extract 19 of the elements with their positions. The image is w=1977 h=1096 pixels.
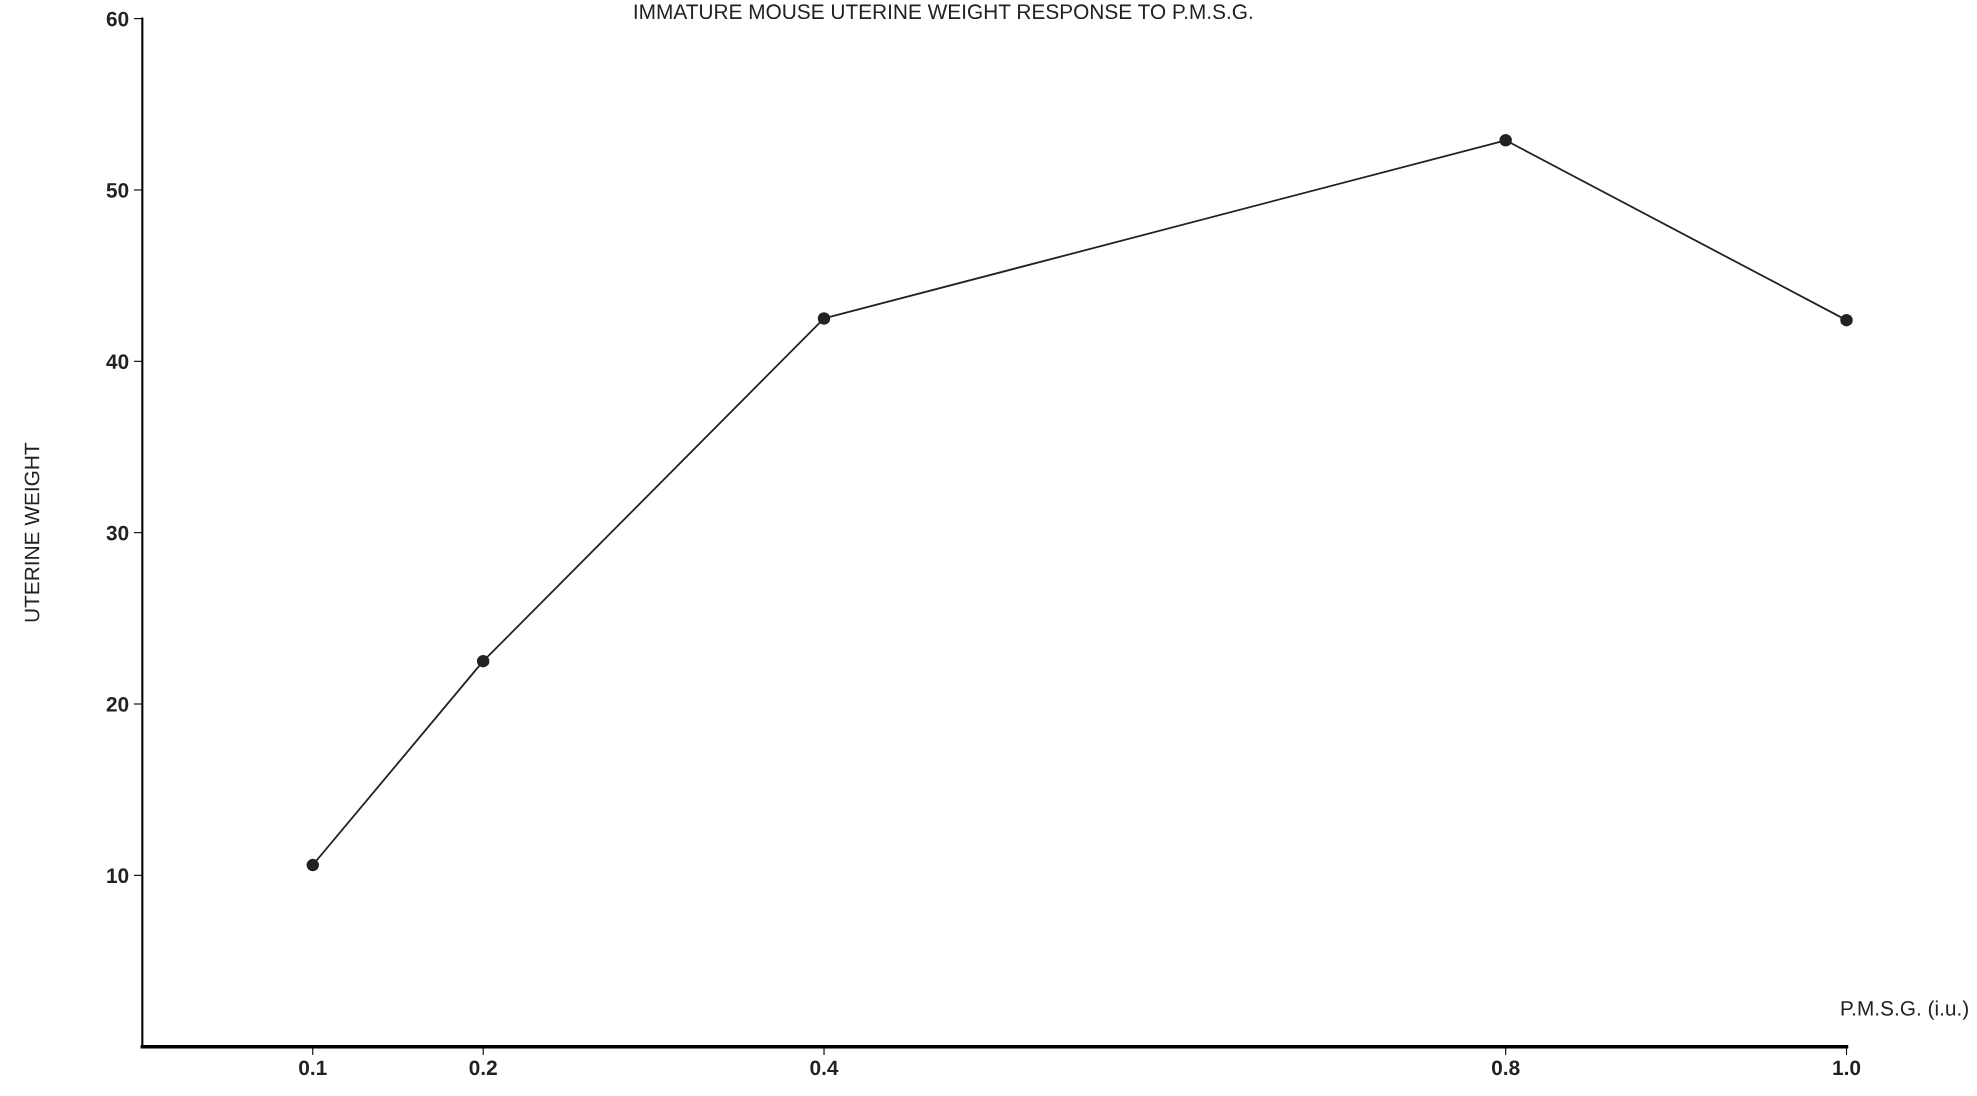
chart-title: IMMATURE MOUSE UTERINE WEIGHT RESPONSE TO P.M.S.G. [634,4,1252,20]
point [817,312,831,325]
point [306,858,320,872]
y-tick-label: 40 [106,354,129,370]
y-tick-label: 60 [106,11,129,27]
y-tick-label: 50 [106,182,129,198]
y-tick-label: 30 [106,525,129,541]
x-tick-label: 1.0 [1833,1060,1861,1076]
y-tick-label: 10 [107,868,129,884]
point [476,654,490,668]
y-tick-label: 20 [106,697,129,712]
x-tick-label: 0.8 [1492,1060,1520,1076]
point [1840,313,1853,327]
x-tick-label: 0.4 [810,1060,839,1076]
x-tick-label: 0.1 [299,1060,327,1076]
y-axis-title: UTERINE WEIGHT [24,442,40,622]
x-axis-title: P.M.S.G. (i.u.) [1841,1000,1968,1020]
point [1499,134,1512,147]
x-tick-label: 0.2 [469,1060,497,1076]
